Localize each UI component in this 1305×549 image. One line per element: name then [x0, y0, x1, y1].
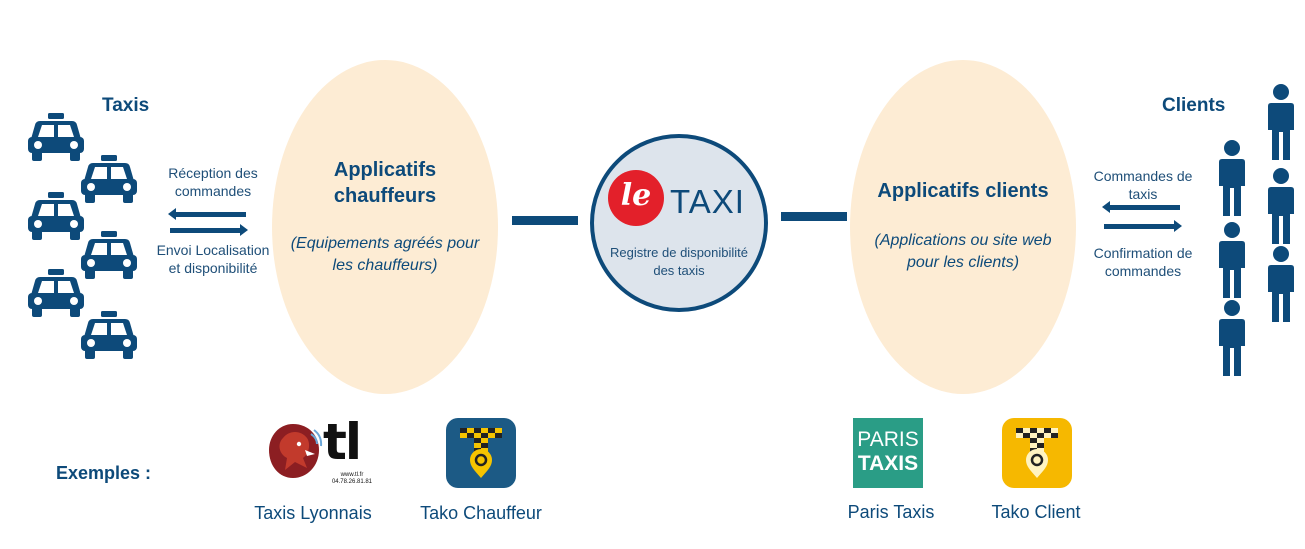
client-apps-ellipse: [850, 60, 1076, 394]
order-confirmation-label: Confirmation de commandes: [1093, 245, 1193, 279]
taxi-icon: [28, 192, 84, 240]
example-tako-chauffeur: Tako Chauffeur: [420, 503, 542, 523]
registry-caption: Registre de disponibilité des taxis: [609, 245, 749, 278]
taxis-title: Taxis: [102, 95, 150, 116]
taxi-icon: [81, 155, 137, 203]
paris-logo-line1: PARIS: [857, 428, 919, 451]
received-orders-label: Réception des commandes: [168, 165, 258, 199]
flow-arrows-icon: [1102, 201, 1182, 232]
tl-logo-small: www.tl.fr 04.78.26.81.81: [331, 472, 373, 485]
taxi-icon: [81, 311, 137, 359]
taxi-orders-label: Commandes de taxis: [1093, 168, 1193, 202]
taxi-logo-text: TAXI: [670, 183, 745, 220]
example-tako-client: Tako Client: [991, 502, 1081, 522]
lion-logo-icon: [269, 424, 323, 478]
paris-logo-line2: TAXIS: [857, 452, 919, 475]
connector-left: [512, 216, 578, 225]
le-taxi-logo: le: [608, 170, 664, 226]
location-sent-label: Envoi Localisation et disponibilité: [156, 242, 270, 276]
flow-arrows-icon: [168, 208, 248, 236]
person-icon: [1219, 140, 1245, 216]
client-apps-title: Applicatifs clients: [877, 180, 1049, 202]
driver-apps-title: Applicatifs chauffeurs: [333, 159, 437, 207]
person-icon: [1219, 300, 1245, 376]
driver-apps-ellipse: [272, 60, 498, 394]
clients-title: Clients: [1162, 95, 1226, 116]
person-icon: [1268, 168, 1294, 244]
tako-icon: [1016, 428, 1058, 478]
tako-icon: [446, 418, 516, 488]
taxi-icon: [28, 269, 84, 317]
connector-right: [781, 212, 847, 221]
taxi-icon: [81, 231, 137, 279]
person-icon: [1268, 84, 1294, 160]
examples-label: Exemples :: [56, 463, 152, 483]
example-taxis-lyonnais: Taxis Lyonnais: [254, 503, 372, 523]
tako-client-logo: [1002, 418, 1072, 488]
paris-taxis-logo: PARIS TAXIS: [853, 418, 923, 488]
registry-circle: [590, 134, 768, 312]
tl-logo-text: tl: [323, 413, 362, 471]
tako-chauffeur-logo: [446, 418, 516, 488]
person-icon: [1268, 246, 1294, 322]
driver-apps-subtitle: (Equipements agréés pour les chauffeurs): [290, 235, 480, 274]
taxi-icon: [28, 113, 84, 161]
person-icon: [1219, 222, 1245, 298]
client-apps-subtitle: (Applications ou site web pour les clien…: [874, 232, 1052, 271]
example-paris-taxis: Paris Taxis: [847, 502, 935, 522]
